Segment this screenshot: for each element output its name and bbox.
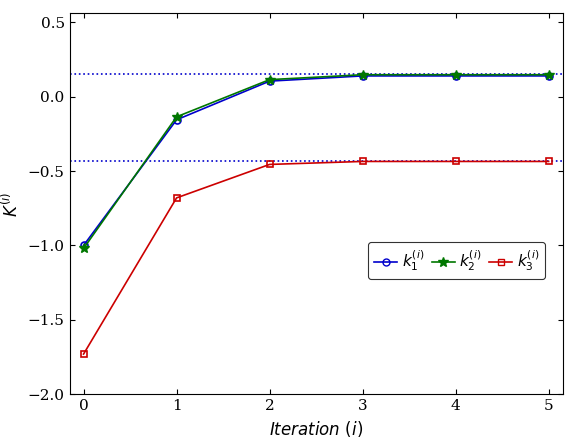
X-axis label: $\mathit{Iteration}\ \mathit{(i)}$: $\mathit{Iteration}\ \mathit{(i)}$ — [269, 419, 363, 439]
Y-axis label: $K^{(i)}$: $K^{(i)}$ — [1, 191, 22, 216]
Legend: $k_1^{(i)}$, $k_2^{(i)}$, $k_3^{(i)}$: $k_1^{(i)}$, $k_2^{(i)}$, $k_3^{(i)}$ — [368, 242, 545, 280]
